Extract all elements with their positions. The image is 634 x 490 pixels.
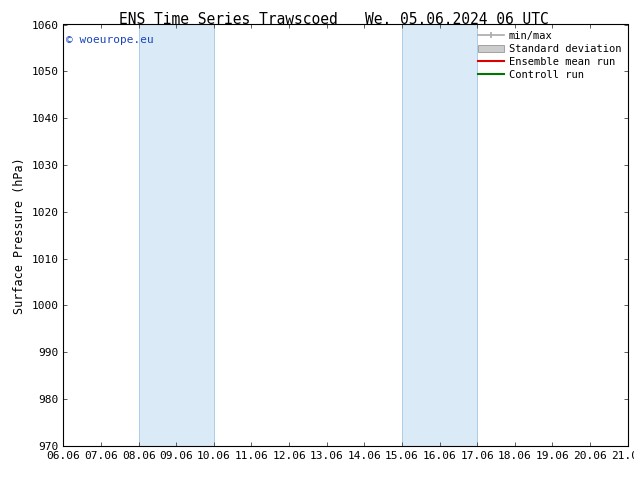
Text: © woeurope.eu: © woeurope.eu bbox=[66, 35, 154, 45]
Bar bbox=[139, 24, 214, 446]
Text: ENS Time Series Trawscoed: ENS Time Series Trawscoed bbox=[119, 12, 338, 27]
Y-axis label: Surface Pressure (hPa): Surface Pressure (hPa) bbox=[13, 157, 26, 314]
Text: We. 05.06.2024 06 UTC: We. 05.06.2024 06 UTC bbox=[365, 12, 548, 27]
Legend: min/max, Standard deviation, Ensemble mean run, Controll run: min/max, Standard deviation, Ensemble me… bbox=[474, 26, 626, 84]
Bar bbox=[402, 24, 477, 446]
